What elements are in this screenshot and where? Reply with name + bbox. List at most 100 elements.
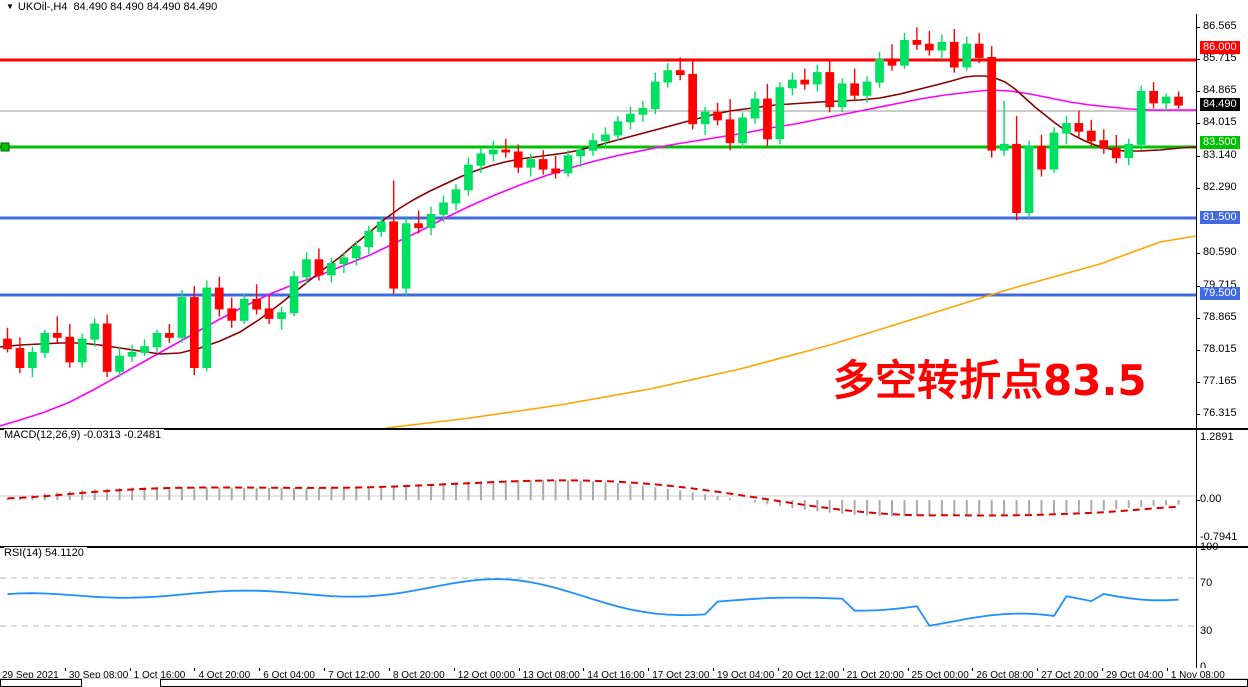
- price-axis-tick: [1196, 123, 1200, 125]
- candle-body: [1024, 145, 1034, 213]
- candle-body: [862, 81, 872, 96]
- price-axis-label: 80.590: [1203, 245, 1237, 258]
- candle-body: [800, 79, 810, 85]
- rsi-plot-area[interactable]: [0, 548, 1196, 668]
- candle-body: [850, 83, 859, 96]
- panel-separator-1: [0, 428, 1248, 429]
- time-axis-label: 21 Oct 20:00: [846, 670, 904, 681]
- price-panel[interactable]: [0, 14, 1248, 428]
- price-axis-tick: [1196, 90, 1200, 92]
- time-axis-label: 20 Oct 12:00: [781, 670, 840, 681]
- rsi-title: RSI(14) 54.1120: [4, 547, 87, 559]
- candle-body: [1074, 123, 1084, 132]
- macd-axis-label: 1.2891: [1200, 430, 1234, 443]
- candle-body: [937, 41, 947, 51]
- candle-body: [513, 151, 523, 168]
- candle-body: [277, 312, 286, 319]
- macd-axis-tick: [1196, 500, 1200, 502]
- candle-body: [102, 323, 112, 372]
- level-handle-83500[interactable]: [0, 142, 10, 152]
- candle-body: [538, 159, 548, 170]
- rsi-svg: [0, 577, 1196, 627]
- candle-body: [1136, 91, 1146, 145]
- candle-body: [962, 43, 972, 68]
- price-level-tag[interactable]: 84.490: [1200, 98, 1240, 112]
- candle-body: [414, 223, 423, 229]
- candle-body: [364, 230, 374, 247]
- time-axis-label: 12 Oct 00:00: [457, 670, 516, 681]
- macd-plot-area[interactable]: [0, 430, 1196, 546]
- price-axis-label: 79.715: [1203, 278, 1237, 291]
- candle-body: [476, 153, 486, 166]
- rsi-panel[interactable]: RSI(14) 54.1120: [0, 547, 1248, 668]
- candle-body: [912, 40, 922, 45]
- price-axis-label: 76.315: [1203, 407, 1237, 420]
- price-axis-label: 85.715: [1203, 51, 1237, 64]
- candle-body: [165, 333, 174, 338]
- candle-body: [140, 346, 149, 353]
- rsi-axis-label: 30: [1200, 625, 1213, 637]
- candle-body: [688, 74, 697, 125]
- horizontal-scrollbar[interactable]: [0, 678, 1248, 687]
- candle-body: [1099, 140, 1109, 149]
- time-axis-tick: [388, 668, 390, 671]
- candle-body: [376, 221, 386, 232]
- candle-body: [775, 87, 785, 140]
- price-axis-label: 84.015: [1203, 116, 1237, 129]
- candle-body: [812, 72, 822, 85]
- price-level-tag[interactable]: 83.500: [1200, 135, 1240, 149]
- candle-body: [526, 159, 536, 168]
- candle-body: [401, 223, 411, 289]
- candle-body: [551, 168, 560, 174]
- time-axis-tick: [907, 668, 909, 671]
- price-level-tag[interactable]: 81.500: [1200, 211, 1240, 225]
- candle-body: [90, 323, 100, 340]
- scrollbar-thumb[interactable]: [160, 679, 1248, 687]
- candle-body: [563, 155, 573, 174]
- time-axis-label: 25 Oct 00:00: [911, 670, 969, 681]
- time-axis-tick: [129, 668, 131, 671]
- price-plot-area[interactable]: [0, 14, 1196, 428]
- time-axis-label: 30 Sep 08:00: [68, 670, 129, 681]
- time-axis-label: 19 Oct 04:00: [717, 670, 775, 681]
- candle-body: [190, 297, 199, 369]
- candle-body: [788, 79, 797, 89]
- ma-fast-line: [0, 75, 1196, 355]
- rsi-axis-label: 0: [1200, 661, 1207, 673]
- rsi-axis-line: [1196, 548, 1197, 668]
- candle-body: [626, 113, 635, 123]
- time-axis-tick: [713, 668, 715, 671]
- triangle-down-icon[interactable]: ▼: [6, 2, 14, 12]
- price-level-tag[interactable]: 79.500: [1200, 286, 1240, 300]
- time-axis-label: 29 Sep 2021: [2, 670, 59, 681]
- candle-body: [1124, 143, 1134, 159]
- macd-panel[interactable]: MACD(12,26,9) -0.0313 -0.2481: [0, 429, 1248, 546]
- candle-body: [613, 121, 623, 136]
- candle-body: [576, 149, 585, 157]
- time-axis-label: 7 Oct 12:00: [328, 670, 380, 681]
- candle-body: [177, 297, 187, 338]
- price-axis-label: 86.565: [1203, 19, 1237, 32]
- candle-body: [28, 351, 37, 368]
- candle-body: [314, 259, 324, 276]
- time-axis-tick: [518, 668, 520, 671]
- time-axis-label: 14 Oct 16:00: [587, 670, 645, 681]
- price-axis-tick: [1196, 58, 1200, 60]
- candle-body: [327, 263, 336, 276]
- price-axis-label: 82.290: [1203, 181, 1237, 194]
- time-axis-label: 26 Oct 08:00: [976, 670, 1034, 681]
- rsi-axis-label: 100: [1200, 541, 1219, 553]
- candle-body: [1012, 143, 1021, 213]
- time-axis-tick: [64, 668, 66, 671]
- candle-body: [650, 81, 660, 110]
- candle-body: [601, 134, 610, 142]
- price-axis-tick: [1196, 26, 1200, 28]
- time-axis-tick: [583, 668, 585, 671]
- candle-body: [127, 351, 137, 357]
- candle-body: [1062, 123, 1071, 134]
- scrollbar-left-region[interactable]: [0, 679, 82, 687]
- price-level-tag[interactable]: 86.000: [1200, 41, 1240, 55]
- candle-body: [1049, 132, 1059, 170]
- candle-body: [949, 41, 959, 68]
